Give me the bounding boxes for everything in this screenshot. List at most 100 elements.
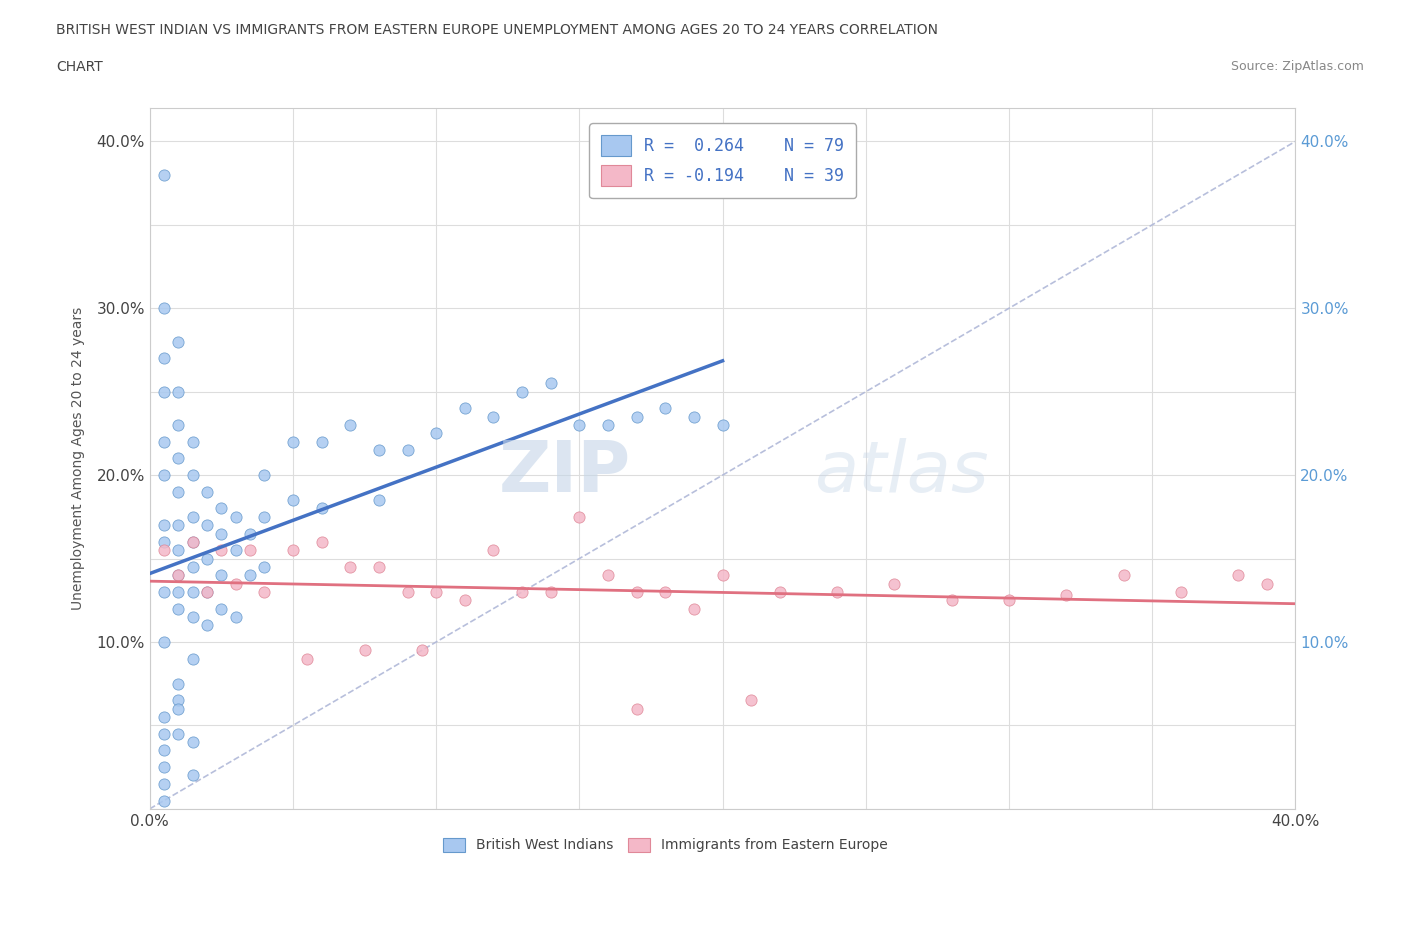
Point [153, 167, 176, 182]
Point [411, 643, 433, 658]
Point [153, 634, 176, 649]
Point [482, 409, 505, 424]
Point [239, 526, 262, 541]
Point [281, 493, 304, 508]
Point [167, 543, 190, 558]
Point [596, 568, 619, 583]
Point [626, 409, 648, 424]
Point [683, 601, 706, 616]
Point [195, 518, 218, 533]
Point [711, 418, 734, 432]
Point [281, 543, 304, 558]
Point [181, 510, 204, 525]
Point [209, 526, 232, 541]
Point [225, 543, 247, 558]
Point [683, 409, 706, 424]
Point [153, 351, 176, 365]
Point [167, 451, 190, 466]
Point [167, 584, 190, 599]
Point [253, 584, 276, 599]
Point [153, 726, 176, 741]
Point [253, 510, 276, 525]
Point [167, 334, 190, 349]
Point [153, 434, 176, 449]
Point [153, 468, 176, 483]
Point [153, 584, 176, 599]
Point [181, 584, 204, 599]
Point [941, 592, 963, 607]
Point [1054, 588, 1077, 603]
Point [153, 384, 176, 399]
Point [311, 535, 333, 550]
Point [153, 543, 176, 558]
Point [181, 768, 204, 783]
Text: Source: ZipAtlas.com: Source: ZipAtlas.com [1230, 60, 1364, 73]
Point [281, 434, 304, 449]
Point [167, 693, 190, 708]
Point [153, 300, 176, 315]
Point [181, 535, 204, 550]
Text: BRITISH WEST INDIAN VS IMMIGRANTS FROM EASTERN EUROPE UNEMPLOYMENT AMONG AGES 20: BRITISH WEST INDIAN VS IMMIGRANTS FROM E… [56, 23, 938, 37]
Point [396, 443, 419, 458]
Point [425, 426, 447, 441]
Point [181, 535, 204, 550]
Point [153, 518, 176, 533]
Point [740, 693, 762, 708]
Point [510, 584, 533, 599]
Point [167, 726, 190, 741]
Point [167, 676, 190, 691]
Point [568, 418, 591, 432]
Point [167, 601, 190, 616]
Point [153, 710, 176, 724]
Point [167, 384, 190, 399]
Point [568, 510, 591, 525]
Point [510, 384, 533, 399]
Text: CHART: CHART [56, 60, 103, 74]
Point [153, 777, 176, 791]
Legend: British West Indians, Immigrants from Eastern Europe: British West Indians, Immigrants from Ea… [437, 832, 893, 858]
Point [425, 584, 447, 599]
Point [1227, 568, 1250, 583]
Point [209, 601, 232, 616]
Point [367, 560, 389, 575]
Point [540, 584, 562, 599]
Point [311, 501, 333, 516]
Point [353, 643, 375, 658]
Point [596, 418, 619, 432]
Point [654, 401, 676, 416]
Point [396, 584, 419, 599]
Point [181, 560, 204, 575]
Point [626, 584, 648, 599]
Point [167, 518, 190, 533]
Point [654, 584, 676, 599]
Point [769, 584, 792, 599]
Point [883, 577, 905, 591]
Point [297, 651, 319, 666]
Point [209, 543, 232, 558]
Text: atlas: atlas [814, 438, 988, 507]
Point [626, 701, 648, 716]
Point [195, 551, 218, 566]
Point [339, 560, 361, 575]
Point [181, 468, 204, 483]
Point [225, 577, 247, 591]
Point [711, 568, 734, 583]
Point [209, 501, 232, 516]
Point [253, 468, 276, 483]
Point [454, 592, 477, 607]
Point [209, 568, 232, 583]
Point [181, 735, 204, 750]
Point [339, 418, 361, 432]
Point [195, 584, 218, 599]
Point [181, 434, 204, 449]
Point [195, 584, 218, 599]
Point [367, 493, 389, 508]
Point [1112, 568, 1135, 583]
Point [167, 485, 190, 499]
Point [1170, 584, 1192, 599]
Point [167, 568, 190, 583]
Point [167, 418, 190, 432]
Point [825, 584, 848, 599]
Point [998, 592, 1021, 607]
Point [153, 793, 176, 808]
